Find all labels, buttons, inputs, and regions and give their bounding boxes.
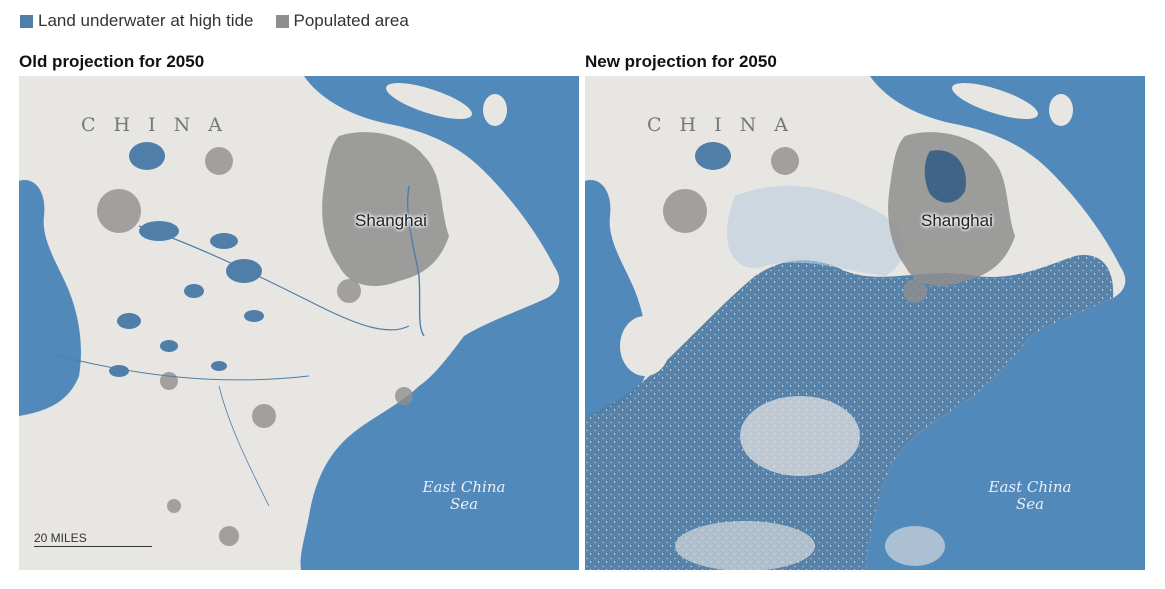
- populated-swatch: [275, 14, 289, 28]
- sea-label-new-line1: East China: [988, 478, 1072, 496]
- sea-label-new: East China Sea: [980, 479, 1080, 513]
- map-panel-old: Old projection for 2050: [19, 52, 579, 570]
- city-label-shanghai-new: Shanghai: [921, 211, 993, 230]
- legend-item-underwater: Land underwater at high tide: [20, 11, 254, 31]
- underwater-swatch: [20, 14, 33, 28]
- map-panel-new: New projection for 2050: [585, 52, 1145, 570]
- country-label-china-old: CHINA: [81, 114, 240, 136]
- sea-label-old: East China Sea: [414, 479, 514, 513]
- map-new-projection: CHINA Shanghai East China Sea: [585, 76, 1145, 570]
- legend: Land underwater at high tide Populated a…: [20, 11, 431, 31]
- scale-bar: 20 MILES: [34, 531, 152, 547]
- panel-title-new: New projection for 2050: [585, 52, 777, 71]
- legend-label-underwater: Land underwater at high tide: [38, 11, 254, 30]
- scale-bar-line: [34, 546, 152, 547]
- city-label-shanghai-old: Shanghai: [355, 211, 427, 230]
- scale-bar-label: 20 MILES: [34, 531, 87, 545]
- sea-label-new-line2: Sea: [1015, 495, 1045, 513]
- sea-label-old-line2: Sea: [449, 495, 479, 513]
- sea-label-old-line1: East China: [422, 478, 506, 496]
- map-new-svg: [585, 76, 1145, 570]
- legend-label-populated: Populated area: [293, 11, 409, 30]
- map-old-svg: [19, 76, 579, 570]
- panel-title-old: Old projection for 2050: [19, 52, 205, 71]
- map-old-projection: CHINA Shanghai East China Sea 20 MILES: [19, 76, 579, 570]
- legend-item-populated: Populated area: [275, 11, 409, 31]
- country-label-china-new: CHINA: [647, 114, 806, 136]
